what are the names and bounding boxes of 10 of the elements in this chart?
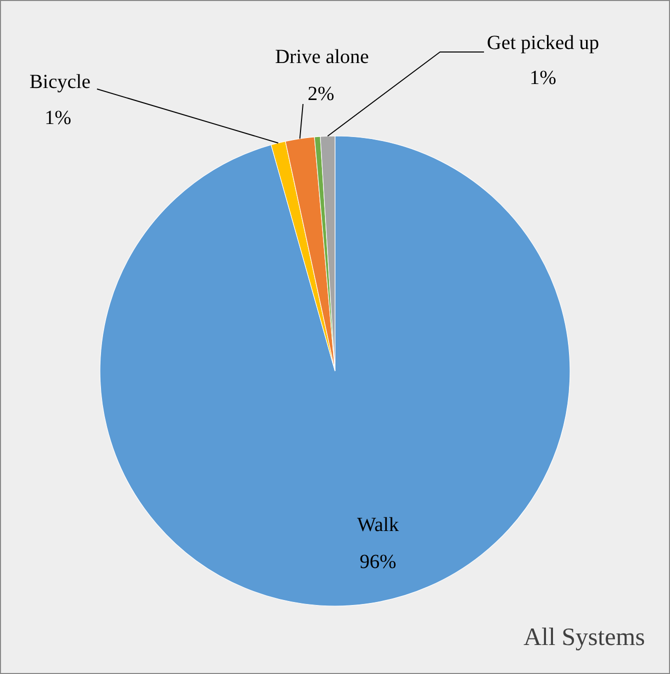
slice-label: Bicycle — [29, 71, 91, 93]
data-label: 96% — [360, 551, 396, 573]
slice-label: Get picked up — [486, 32, 600, 54]
data-label: 1% — [44, 107, 72, 129]
slice-label: Drive alone — [275, 46, 370, 68]
data-label: 1% — [530, 67, 556, 89]
data-label: 2% — [308, 83, 334, 105]
slice-label: Walk — [357, 514, 399, 536]
text: All Systems — [523, 624, 645, 651]
pie-slice — [100, 136, 570, 606]
